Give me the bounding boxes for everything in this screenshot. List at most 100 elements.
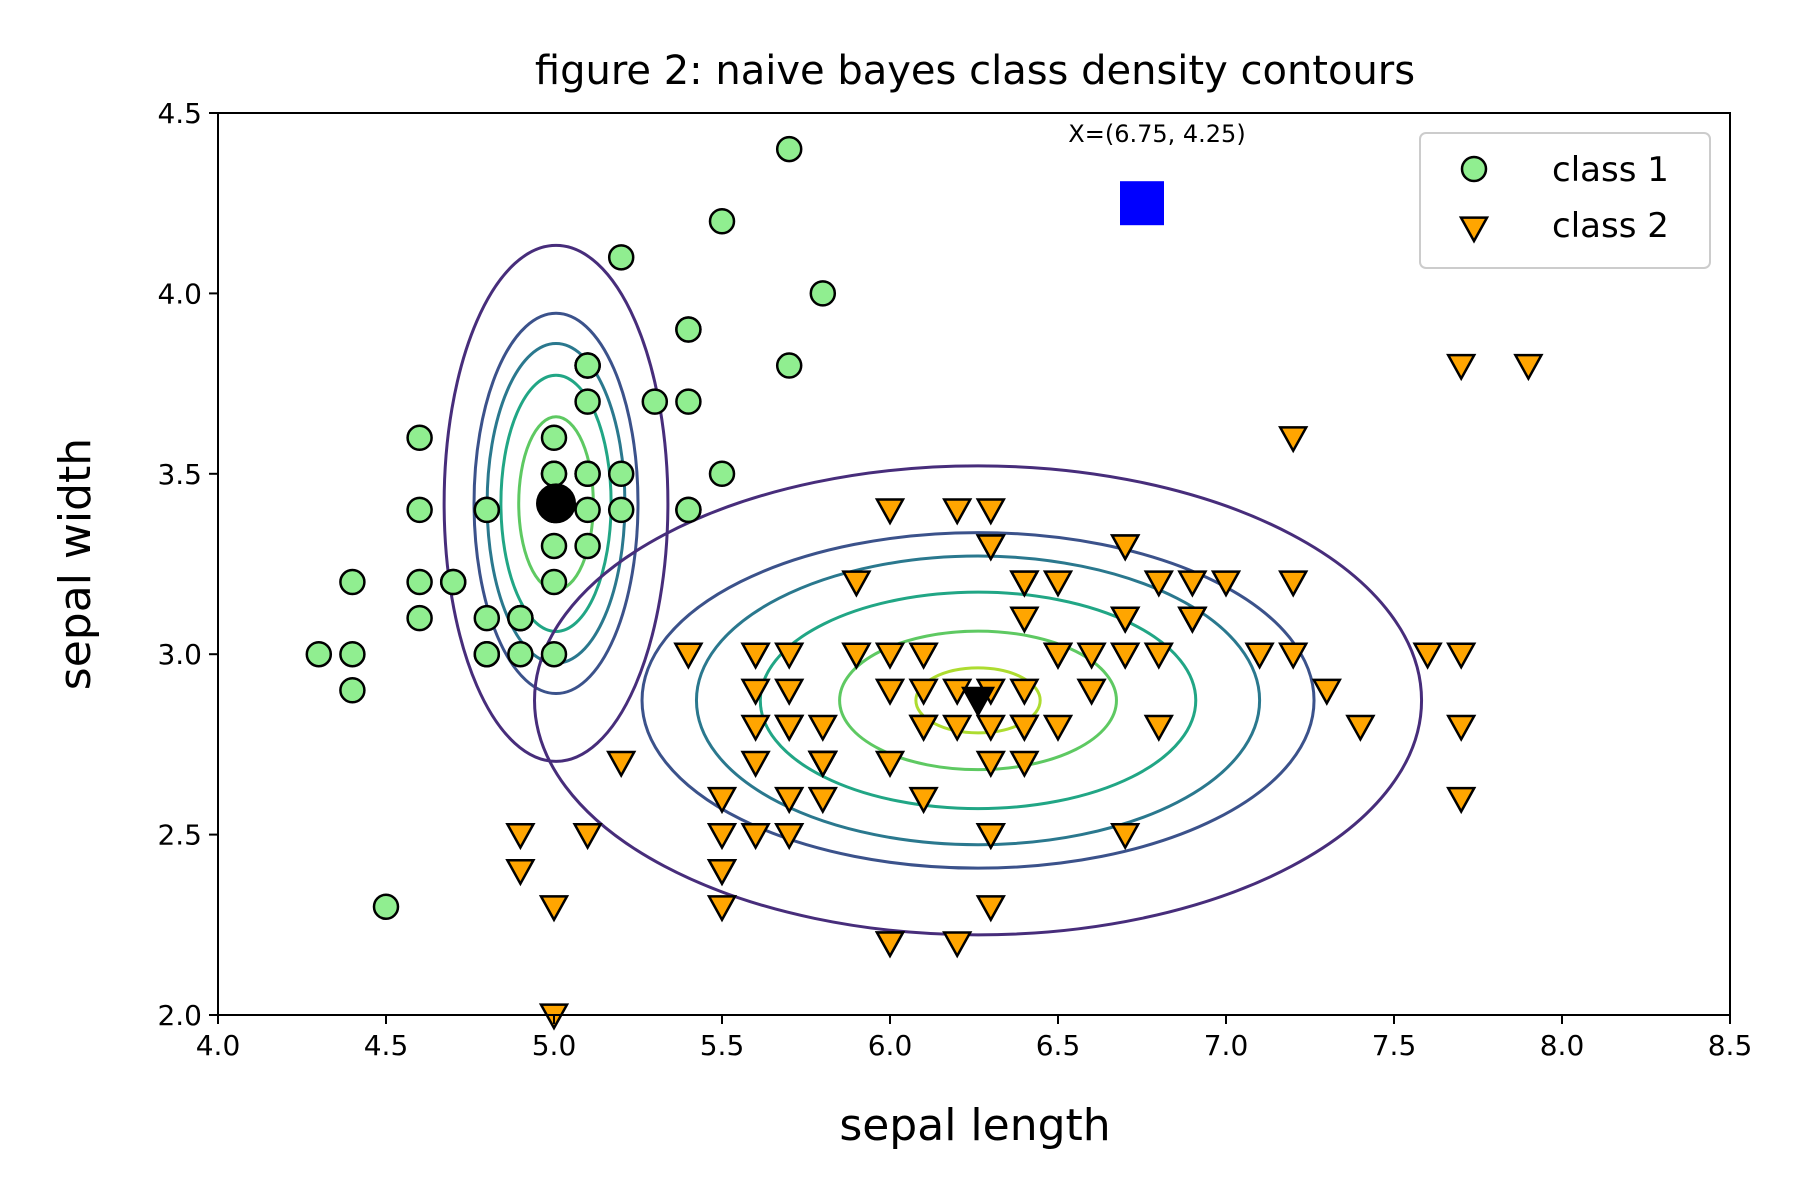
data-point-class-1 — [540, 532, 568, 560]
data-point-class-1 — [675, 316, 702, 343]
y-axis-title: sepal width — [50, 438, 101, 690]
data-point-class-2 — [874, 931, 906, 959]
legend-marker-class-2 — [1458, 216, 1490, 244]
data-point-class-2 — [1042, 642, 1074, 670]
x-tick-label: 5.0 — [532, 1029, 577, 1062]
x-tick-label: 8.5 — [1708, 1029, 1753, 1062]
y-tick-label: 2.5 — [157, 819, 202, 852]
data-point-class-2 — [740, 822, 771, 851]
x-axis-title: sepal length — [839, 1100, 1110, 1151]
y-tick-label: 3.5 — [157, 458, 202, 491]
data-point-class-1 — [305, 640, 333, 668]
x-tick-label: 6.0 — [868, 1029, 913, 1062]
data-point-class-2 — [706, 859, 738, 887]
data-point-class-2 — [706, 786, 738, 815]
data-point-class-1 — [540, 640, 568, 668]
data-point-class-2 — [572, 822, 603, 851]
data-point-class-1 — [473, 640, 501, 668]
data-point-class-1 — [439, 568, 467, 596]
plot-frame — [217, 112, 1731, 1016]
data-point-class-1 — [641, 388, 669, 415]
data-point-class-2 — [975, 534, 1006, 562]
data-point-class-2 — [1446, 353, 1477, 382]
data-point-class-2 — [538, 895, 570, 923]
data-point-class-2 — [874, 750, 906, 779]
data-point-class-2 — [673, 642, 704, 670]
data-point-class-2 — [841, 570, 872, 598]
data-point-class-2 — [1009, 606, 1040, 634]
contour-line — [694, 554, 1262, 847]
data-point-class-1 — [574, 532, 601, 560]
data-point-class-2 — [1345, 714, 1376, 742]
x-tick-label: 6.5 — [1036, 1029, 1081, 1062]
data-point-class-2 — [774, 786, 805, 815]
data-point-class-2 — [1143, 642, 1174, 670]
x-tick-label: 8.0 — [1540, 1029, 1585, 1062]
legend-label-class-2: class 2 — [1552, 206, 1669, 246]
data-point-class-2 — [1446, 714, 1477, 742]
legend-label-class-1: class 1 — [1552, 150, 1669, 190]
data-point-class-2 — [1009, 714, 1040, 742]
data-point-class-1 — [473, 496, 501, 524]
x-tick-label: 5.5 — [700, 1029, 745, 1062]
data-point-class-2 — [807, 714, 838, 742]
legend-marker-class-1 — [1460, 155, 1488, 183]
data-point-class-2 — [1110, 642, 1141, 670]
data-point-class-1 — [809, 280, 837, 307]
data-point-class-2 — [975, 498, 1006, 526]
data-point-class-2 — [1446, 786, 1477, 815]
contour-line — [472, 311, 640, 696]
data-point-class-2 — [740, 750, 771, 779]
data-point-class-1 — [708, 460, 736, 488]
data-point-class-1 — [574, 352, 601, 379]
data-point-class-2 — [908, 642, 939, 670]
data-point-class-1 — [675, 388, 702, 415]
class-1-mean-marker — [536, 483, 577, 524]
data-point-class-1 — [607, 496, 635, 524]
data-point-class-1 — [406, 604, 433, 632]
data-point-class-2 — [740, 678, 771, 706]
data-point-class-2 — [1110, 606, 1141, 634]
data-point-class-2 — [606, 750, 637, 779]
data-point-class-2 — [1009, 750, 1040, 779]
contour-line — [442, 243, 670, 763]
data-point-class-2 — [1143, 570, 1174, 598]
data-point-class-2 — [1210, 570, 1242, 598]
y-tick-label: 3.0 — [157, 638, 202, 671]
data-point-class-1 — [406, 424, 433, 451]
data-point-class-2 — [740, 642, 771, 670]
contour-line — [640, 531, 1316, 870]
data-point-class-2 — [942, 498, 973, 526]
data-point-class-2 — [1278, 426, 1309, 454]
data-point-class-1 — [607, 460, 635, 488]
data-point-class-2 — [706, 822, 738, 851]
data-point-class-2 — [874, 642, 906, 670]
data-point-class-1 — [775, 352, 803, 379]
data-points — [305, 135, 1544, 1031]
query-point-group: X=(6.75, 4.25) — [1068, 120, 1246, 226]
data-point-class-2 — [706, 895, 738, 923]
data-point-class-1 — [540, 424, 568, 451]
data-point-class-2 — [1076, 678, 1107, 706]
data-point-class-1 — [339, 640, 366, 668]
data-point-class-2 — [1009, 570, 1040, 598]
data-point-class-2 — [1177, 570, 1208, 598]
x-tick-label: 7.5 — [1372, 1029, 1417, 1062]
y-tick-label: 2.0 — [157, 999, 202, 1032]
data-point-class-2 — [975, 750, 1006, 779]
data-point-class-2 — [807, 750, 838, 779]
y-tick-label: 4.0 — [157, 277, 202, 310]
data-point-class-2 — [1143, 714, 1174, 742]
class-2-mean-marker — [961, 686, 996, 718]
contour-line — [838, 629, 1118, 772]
data-point-class-2 — [1513, 353, 1544, 382]
data-point-class-2 — [908, 786, 939, 815]
data-point-class-2 — [1110, 534, 1141, 562]
data-point-class-2 — [774, 642, 805, 670]
data-point-class-2 — [505, 822, 536, 851]
data-point-class-2 — [1278, 642, 1309, 670]
data-point-class-1 — [473, 604, 501, 632]
query-point-label: X=(6.75, 4.25) — [1068, 120, 1245, 148]
data-point-class-2 — [975, 714, 1006, 742]
